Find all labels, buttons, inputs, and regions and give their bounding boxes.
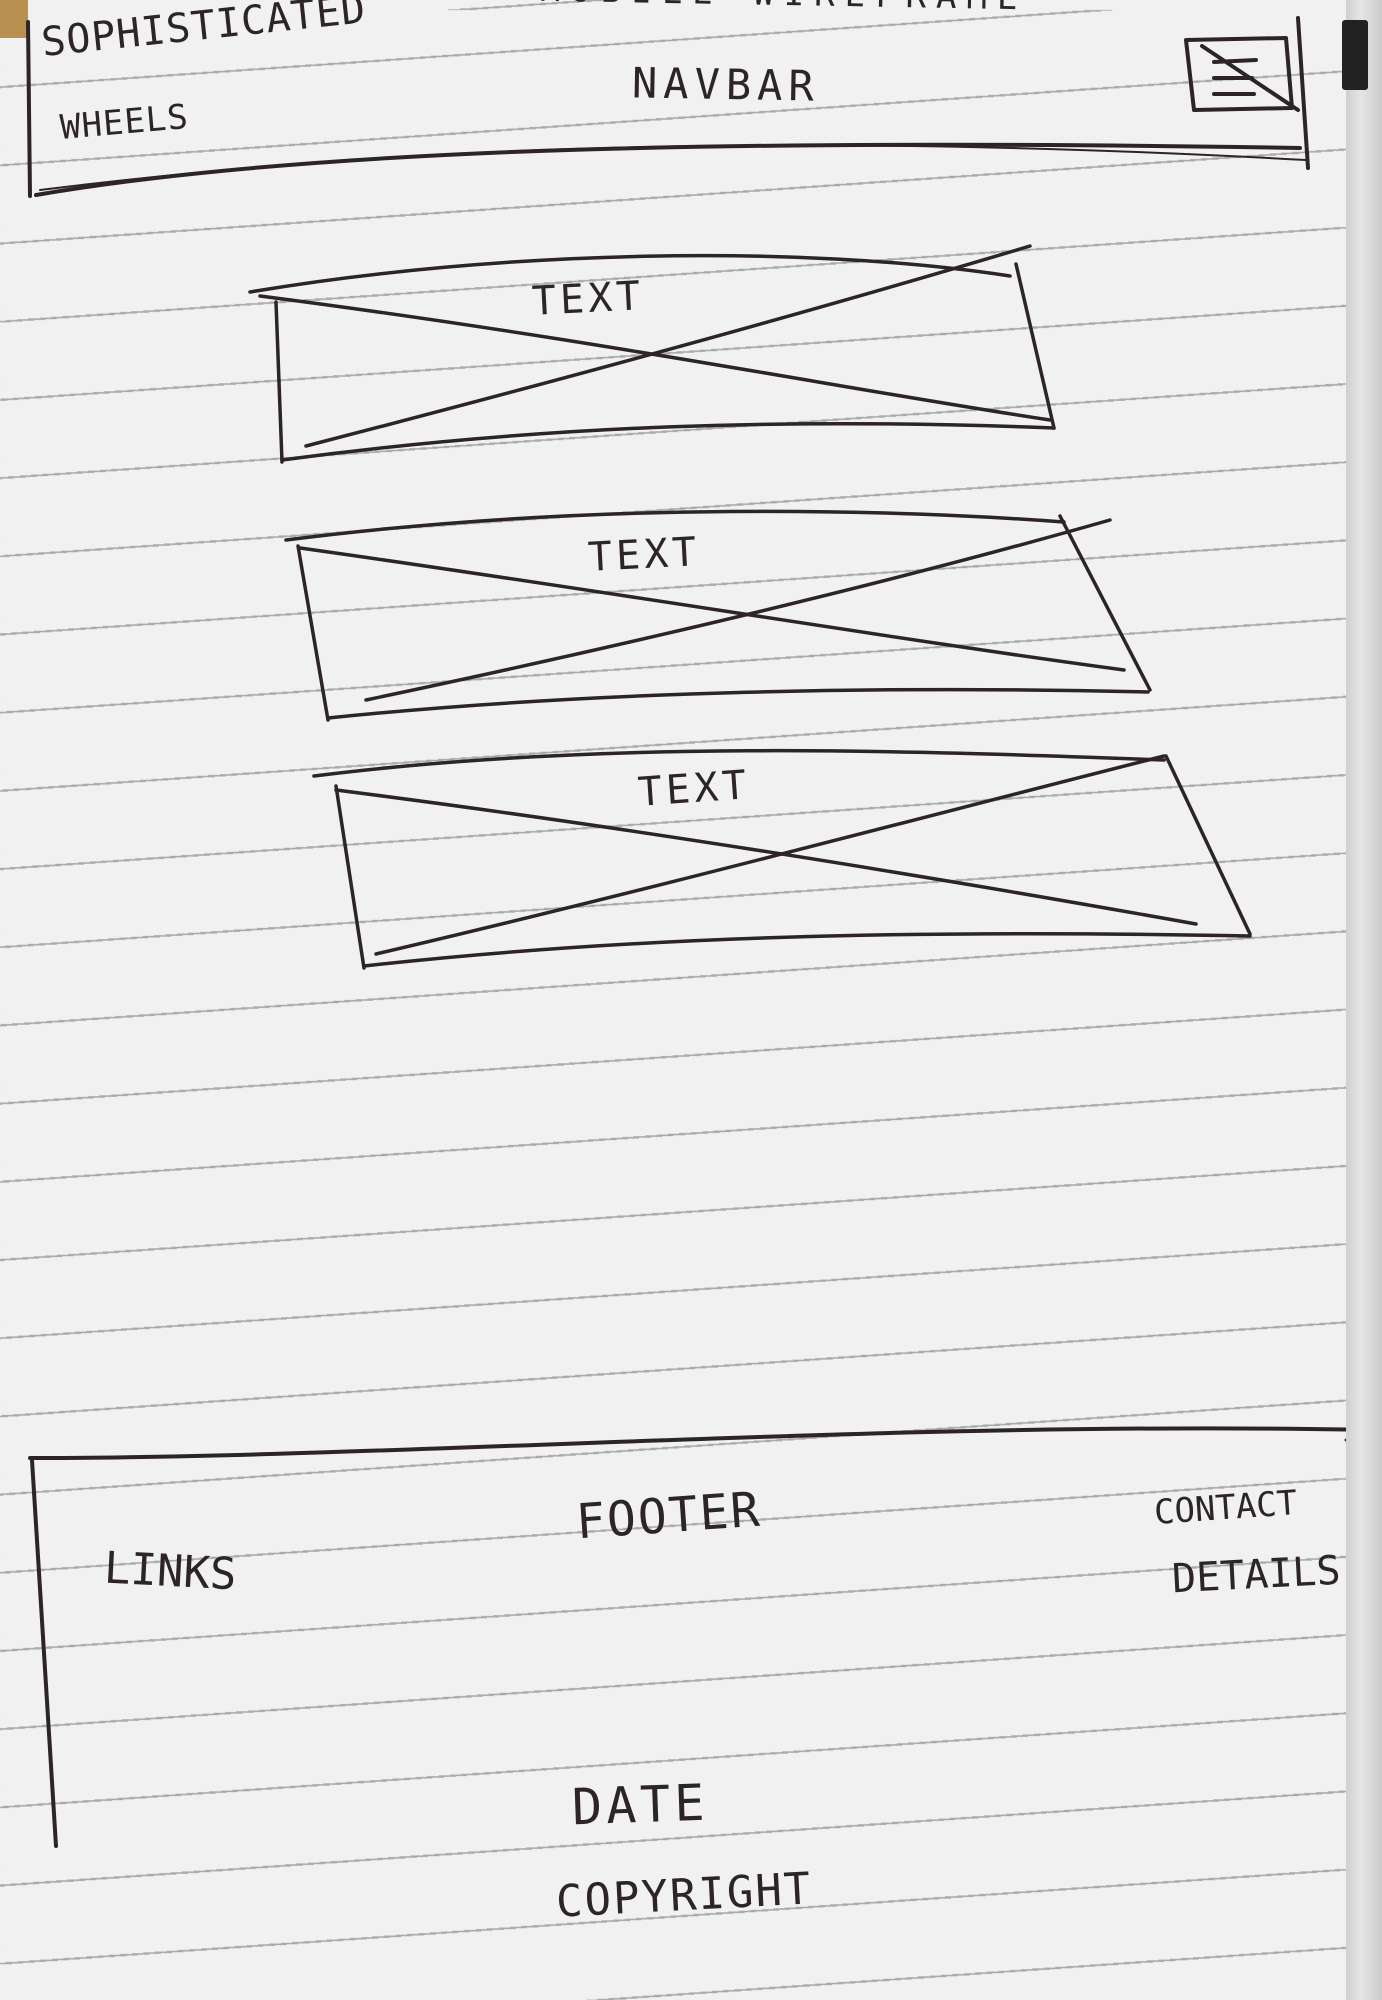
footer-links[interactable]: LINKS	[103, 1543, 238, 1601]
notebook-binding-clip	[1342, 20, 1368, 90]
notebook-page-edge	[1346, 0, 1382, 2000]
wireframe-sketch	[0, 0, 1346, 2000]
card-text-label-3: TEXT	[637, 762, 752, 816]
notebook-page: MOBILE WIREFRAME SOPHISTICATED WHEELS NA…	[0, 0, 1346, 2000]
card-text-label-2: TEXT	[587, 529, 702, 581]
image-placeholder-3	[314, 751, 1250, 968]
card-text-label-1: TEXT	[531, 273, 646, 325]
navbar-label: NAVBAR	[632, 58, 821, 110]
contact-details-line-2[interactable]: DETAILS	[1171, 1548, 1342, 1603]
image-placeholder-2	[286, 511, 1150, 720]
image-placeholder-1	[250, 246, 1054, 462]
hamburger-menu-icon[interactable]	[1186, 38, 1298, 110]
footer-date: DATE	[571, 1774, 709, 1837]
